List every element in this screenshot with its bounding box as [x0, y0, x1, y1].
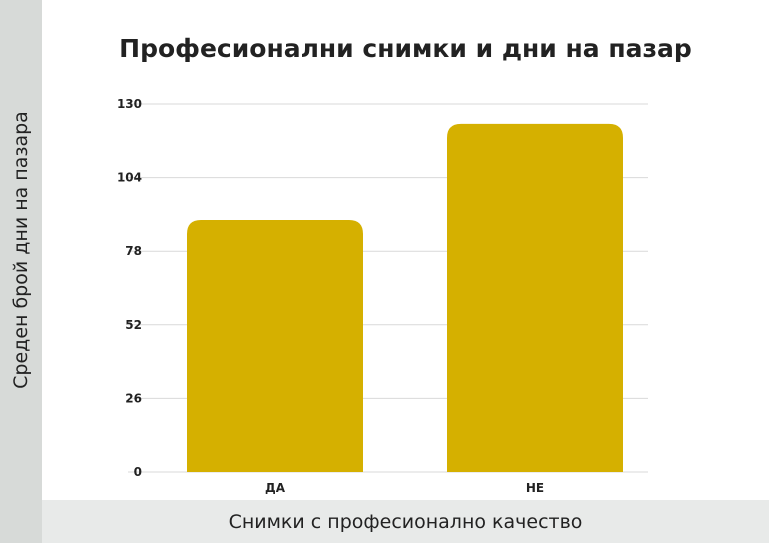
y-tick-label: 26: [125, 391, 142, 405]
y-tick-label: 104: [117, 171, 142, 185]
y-tick-label: 52: [125, 318, 142, 332]
y-axis-band: [0, 0, 42, 543]
chart-title: Професионални снимки и дни на пазар: [119, 34, 692, 63]
x-tick-labels: ДА НЕ: [265, 481, 544, 495]
x-tick-label: ДА: [265, 481, 286, 495]
y-tick-labels: 0 26 52 78 104 130: [117, 97, 142, 479]
bar-1: [187, 220, 363, 472]
bars: [187, 123, 623, 473]
x-axis-band: Снимки с професионално качество: [42, 500, 769, 543]
bar-2: [447, 123, 623, 473]
x-tick-label: НЕ: [526, 481, 544, 495]
y-tick-label: 130: [117, 97, 142, 111]
x-axis-title: Снимки с професионално качество: [228, 510, 583, 533]
y-tick-label: 78: [125, 244, 142, 258]
y-tick-label: 0: [134, 465, 142, 479]
